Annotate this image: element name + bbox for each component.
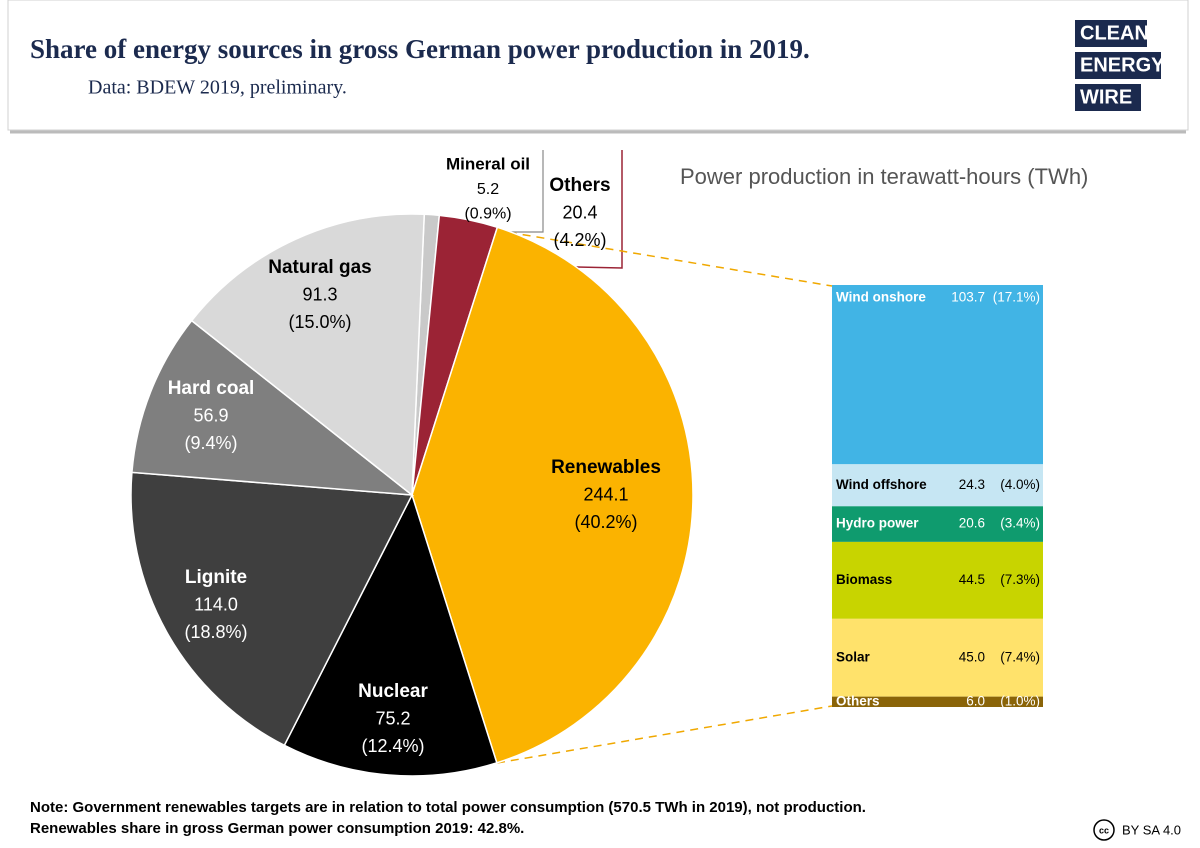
slice-value: 20.4: [562, 202, 597, 222]
segment-label: Solar: [836, 649, 871, 664]
chart-subtitle: Data: BDEW 2019, preliminary.: [88, 77, 347, 99]
segment-label: Hydro power: [836, 516, 919, 531]
segment-value: 6.0: [966, 693, 985, 708]
footer-note: Renewables share in gross German power c…: [30, 820, 524, 837]
segment-label: Wind offshore: [836, 477, 927, 492]
slice-value: 75.2: [375, 708, 410, 728]
segment-value: 44.5: [959, 572, 985, 587]
logo-text: CLEAN: [1080, 22, 1149, 44]
slice-percent: (4.2%): [553, 230, 606, 250]
bar-segment: [832, 285, 1043, 465]
slice-value: 5.2: [477, 181, 499, 198]
pie-slice: [411, 226, 694, 764]
slice-value: 56.9: [193, 405, 228, 425]
slice-label: Hard coal: [168, 378, 255, 399]
logo-box: [1075, 84, 1141, 111]
segment-percent: (17.1%): [993, 290, 1040, 305]
segment-percent: (4.0%): [1000, 477, 1040, 492]
slice-value: 244.1: [583, 484, 628, 504]
segment-label: Biomass: [836, 572, 892, 587]
stacked-bar: Wind onshore 103.7 (17.1%) Wind offshore 24.…: [832, 285, 1043, 708]
footer-note: Note: Government renewables targets are …: [30, 799, 866, 816]
connector-line: [496, 705, 833, 764]
segment-value: 45.0: [959, 649, 985, 664]
slice-value: 114.0: [194, 594, 238, 614]
bar-title: Power production in terawatt-hours (TWh): [680, 164, 1088, 189]
slice-percent: (0.9%): [464, 206, 511, 223]
segment-percent: (7.3%): [1000, 572, 1040, 587]
logo-box: [1075, 52, 1161, 79]
segment-label: Wind onshore: [836, 290, 926, 305]
bar-segment: [832, 506, 1043, 542]
logo: CLEAN ENERGY WIRE: [1075, 20, 1165, 111]
pie-slice: [283, 493, 498, 777]
segment-value: 20.6: [959, 516, 985, 531]
logo-text: WIRE: [1080, 86, 1132, 108]
bar-segment: [832, 618, 1043, 697]
segment-value: 103.7: [951, 290, 985, 305]
license-icon-text: cc: [1099, 825, 1109, 835]
slice-label: Nuclear: [358, 681, 428, 702]
segment-percent: (3.4%): [1000, 516, 1040, 531]
pie-slice: [130, 471, 414, 747]
bar-segment: [832, 541, 1043, 619]
slice-label: Others: [549, 175, 610, 196]
pie: Mineral oil 5.2 (0.9%) Others 20.4 (4.2%) Rene…: [130, 154, 694, 777]
header-panel: [7, 0, 1189, 131]
logo-box: [1075, 20, 1147, 47]
slice-label: Natural gas: [268, 257, 371, 278]
slice-label: Lignite: [185, 567, 247, 588]
chart-title: Share of energy sources in gross German …: [30, 34, 810, 64]
segment-percent: (1.0%): [1000, 693, 1040, 708]
slice-label: Mineral oil: [446, 154, 530, 173]
license-icon: [1093, 819, 1115, 841]
slice-percent: (9.4%): [184, 433, 237, 453]
license: BY SA 4.0: [1122, 822, 1181, 837]
pie-slice: [190, 213, 426, 497]
bar-segment: [832, 464, 1043, 507]
slice-percent: (18.8%): [184, 622, 247, 642]
bar-segment: [832, 696, 1043, 707]
slice-percent: (12.4%): [361, 736, 424, 756]
slice-label: Renewables: [551, 457, 661, 478]
segment-label: Others: [836, 693, 880, 708]
segment-value: 24.3: [959, 477, 985, 492]
connector-line: [494, 229, 833, 287]
segment-percent: (7.4%): [1000, 649, 1040, 664]
slice-value: 91.3: [302, 284, 337, 304]
slice-percent: (40.2%): [574, 512, 637, 532]
pie-slice: [131, 319, 415, 496]
slice-percent: (15.0%): [288, 312, 351, 332]
logo-text: ENERGY: [1080, 54, 1165, 76]
